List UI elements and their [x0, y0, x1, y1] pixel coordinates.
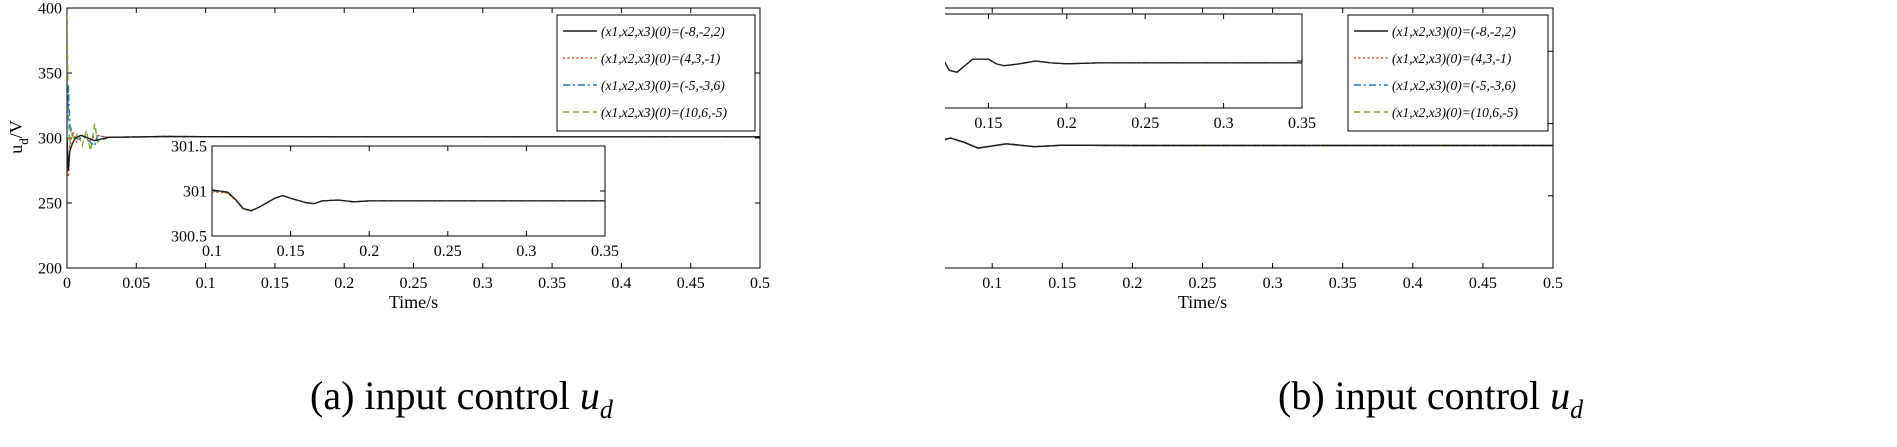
caption-b-var: u [1550, 373, 1571, 418]
inset-xtick-label: 0.35 [591, 243, 619, 260]
main-xtick-label: 0.2 [334, 275, 354, 292]
legend-label-4: (x1,x2,x3)(0)=(10,6,-5) [1392, 105, 1519, 120]
main-xtick-label: 0.35 [538, 275, 566, 292]
series-line-1 [945, 137, 1553, 149]
legend-label-1: (x1,x2,x3)(0)=(-8,-2,2) [1392, 24, 1516, 39]
y-axis-label-unit: /V [6, 120, 26, 138]
main-xtick-label: 0.5 [750, 275, 770, 292]
inset-xtick-label: 0.1 [202, 243, 222, 260]
main-ytick-label: 350 [38, 66, 62, 83]
main-xtick-label: 0.5 [1543, 275, 1563, 292]
series-line-2 [67, 128, 760, 178]
y-axis-label-sub: d [16, 138, 31, 145]
main-xtick-label: 0 [63, 275, 71, 292]
series-line-1 [67, 134, 760, 171]
inset-xtick-label: 0.15 [277, 243, 305, 260]
inset-xtick-label: 0.3 [516, 243, 536, 260]
inset-frame [945, 13, 1303, 109]
main-xtick-label: 0.3 [1263, 275, 1283, 292]
main-xtick-label: 0.2 [1122, 275, 1142, 292]
legend-label-3: (x1,x2,x3)(0)=(-5,-3,6) [1392, 78, 1516, 93]
inset-xtick-label: 0.35 [1288, 115, 1316, 132]
main-xtick-label: 0.15 [261, 275, 289, 292]
y-axis-label-main: u [6, 145, 26, 154]
legend-label-2: (x1,x2,x3)(0)=(4,3,-1) [1392, 51, 1512, 66]
legend-label-2: (x1,x2,x3)(0)=(4,3,-1) [601, 51, 721, 66]
chart-b: 00.050.10.150.20.250.30.350.40.450.54045… [945, 7, 1563, 312]
caption-a-sub: d [599, 395, 613, 424]
inset-ytick-label: 301 [183, 184, 207, 201]
main-xtick-label: 0.1 [196, 275, 216, 292]
main-xtick-label: 0.3 [473, 275, 493, 292]
x-axis-label: Time/s [1178, 292, 1227, 312]
legend-box [1347, 14, 1549, 132]
main-xtick-label: 0.1 [982, 275, 1002, 292]
legend-label-1: (x1,x2,x3)(0)=(-8,-2,2) [601, 24, 725, 39]
main-xtick-label: 0.4 [611, 275, 631, 292]
caption-a: (a) input control ud [310, 372, 613, 425]
caption-b-sub: d [1570, 395, 1584, 424]
main-ytick-label: 400 [38, 1, 62, 18]
main-xtick-label: 0.45 [677, 275, 705, 292]
inset-xtick-label: 0.2 [1057, 115, 1077, 132]
main-xtick-label: 0.35 [1329, 275, 1357, 292]
inset-xtick-label: 0.3 [1214, 115, 1234, 132]
main-xtick-label: 0.15 [1048, 275, 1076, 292]
inset-xtick-label: 0.25 [434, 243, 462, 260]
y-axis-label-text: ud/V [6, 120, 31, 154]
inset-xtick-label: 0.25 [1131, 115, 1159, 132]
main-ytick-label: 200 [38, 261, 62, 278]
inset-ytick-label: 300.5 [171, 229, 207, 246]
caption-a-var: u [579, 373, 600, 418]
main-ytick-label: 250 [38, 196, 62, 213]
inset-xtick-label: 0.2 [359, 243, 379, 260]
inset-ytick-label: 301.5 [171, 139, 207, 156]
legend-label-4: (x1,x2,x3)(0)=(10,6,-5) [601, 105, 728, 120]
inset-series-line-1 [212, 189, 605, 212]
inset-xtick-label: 0.15 [974, 115, 1002, 132]
main-xtick-label: 0.4 [1403, 275, 1423, 292]
y-axis-label: ud/V [6, 120, 31, 154]
inset-series-line-1 [945, 58, 1302, 73]
caption-b: (b) input control ud [1278, 372, 1583, 425]
main-xtick-label: 0.25 [1189, 275, 1217, 292]
inset-frame [211, 145, 606, 237]
main-xtick-label: 0.25 [400, 275, 428, 292]
main-xtick-label: 0.05 [122, 275, 150, 292]
main-ytick-label: 300 [38, 131, 62, 148]
chart-a: 0 0.05 0.1 0.15 0.2 0.25 0.3 0.35 0.4 0.45 0.52002… [6, 1, 770, 312]
caption-a-prefix: (a) input control [310, 373, 580, 418]
caption-b-prefix: (b) input control [1278, 373, 1551, 418]
main-xtick-label: 0.45 [1469, 275, 1497, 292]
legend-label-3: (x1,x2,x3)(0)=(-5,-3,6) [601, 78, 725, 93]
x-axis-label: Time/s [389, 292, 438, 312]
legend-box [556, 14, 756, 132]
